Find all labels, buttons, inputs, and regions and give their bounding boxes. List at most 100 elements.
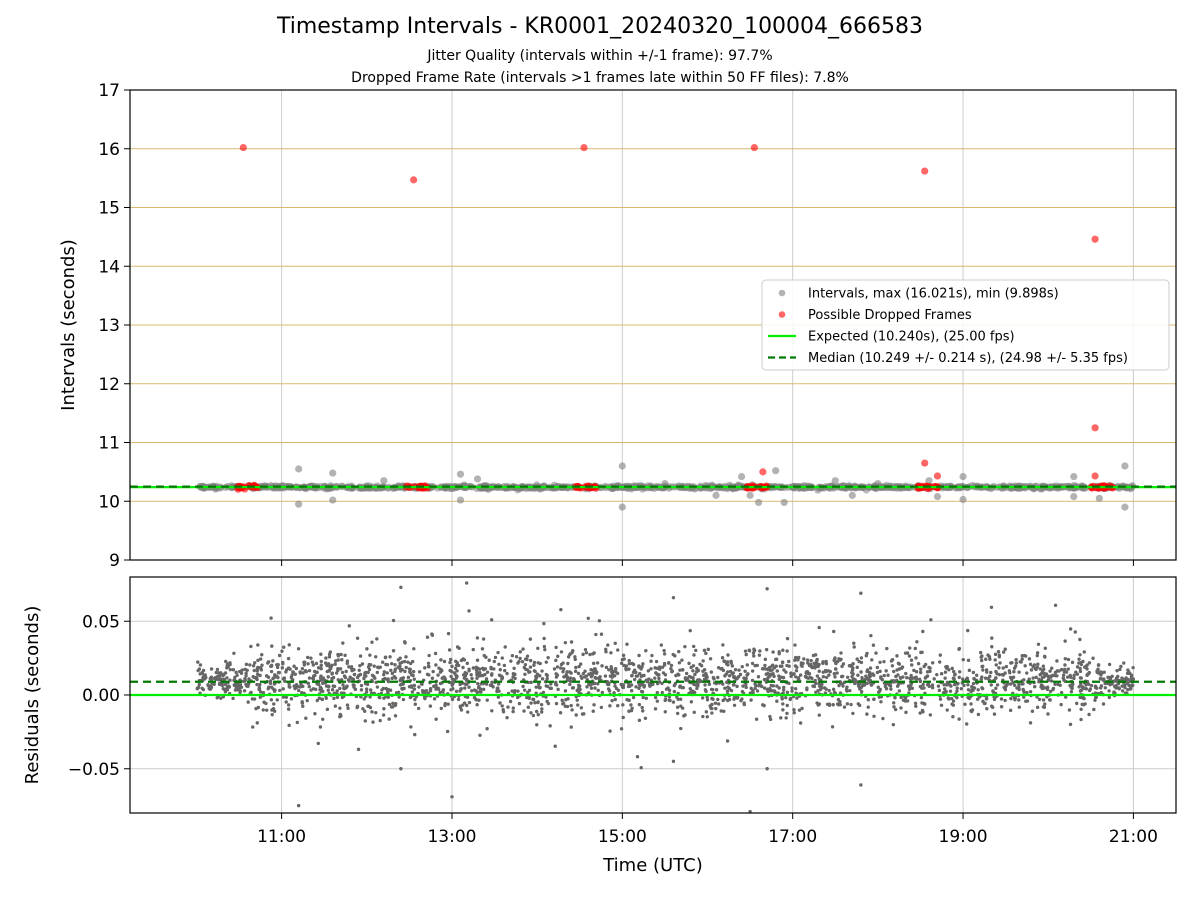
residual-point: [579, 662, 583, 666]
residual-point: [260, 663, 264, 667]
residual-point: [477, 684, 481, 689]
residual-point: [428, 704, 433, 708]
residual-point: [1098, 686, 1103, 690]
residual-point: [286, 707, 291, 711]
residual-point: [334, 659, 338, 663]
residual-point: [778, 675, 783, 679]
residual-point: [485, 727, 489, 731]
residual-point: [545, 684, 550, 689]
residual-point: [514, 655, 519, 659]
residual-point: [510, 653, 515, 658]
residual-point: [300, 700, 304, 704]
residual-point: [1037, 677, 1041, 682]
dropped-frame-point: [580, 143, 588, 152]
residual-point: [833, 657, 837, 661]
residual-point: [197, 682, 201, 687]
residual-point: [817, 625, 821, 630]
residual-point: [269, 698, 274, 702]
residual-point: [232, 683, 236, 687]
residual-point: [823, 691, 828, 695]
residual-point: [1078, 666, 1082, 671]
residual-point: [708, 657, 713, 661]
residual-point: [742, 676, 746, 680]
residual-point: [597, 619, 602, 623]
residual-point: [793, 655, 798, 660]
residual-point: [1115, 668, 1119, 673]
residual-point: [262, 700, 266, 704]
residual-point: [235, 673, 239, 677]
residual-point: [284, 700, 288, 704]
residual-point: [675, 705, 680, 709]
residual-point: [747, 648, 751, 652]
residual-point: [757, 653, 762, 657]
residual-point: [272, 682, 277, 686]
residual-point: [705, 715, 710, 719]
residual-point: [266, 660, 271, 664]
residual-point: [1022, 695, 1026, 699]
residual-point: [629, 703, 633, 707]
residual-point: [374, 655, 378, 659]
residual-point: [691, 669, 695, 673]
residual-point: [919, 695, 924, 700]
residual-point: [876, 685, 880, 689]
residual-point: [925, 683, 930, 687]
residual-point: [641, 695, 645, 700]
residual-point: [301, 704, 305, 709]
residual-point: [247, 677, 251, 681]
top-y-tick-label: 13: [98, 316, 120, 336]
residual-point: [733, 675, 737, 679]
residual-point: [729, 688, 734, 693]
residual-point: [286, 703, 291, 707]
residual-point: [679, 726, 683, 731]
residual-point: [474, 698, 479, 702]
residual-point: [639, 689, 644, 694]
residual-point: [549, 686, 554, 691]
residual-point: [242, 689, 247, 693]
residual-point: [616, 704, 620, 708]
residual-point: [957, 717, 961, 721]
residual-point: [827, 688, 831, 693]
residual-point: [899, 706, 903, 710]
residual-point: [434, 687, 438, 691]
residual-point: [573, 657, 577, 662]
residual-point: [326, 684, 331, 688]
residual-point: [1005, 682, 1010, 687]
residual-point: [886, 681, 890, 686]
residual-point: [259, 666, 263, 670]
residual-point: [450, 677, 455, 681]
residual-point: [957, 670, 962, 674]
residual-point: [416, 706, 421, 711]
residual-point: [448, 657, 453, 662]
residual-point: [1099, 673, 1103, 677]
residual-point: [490, 680, 494, 685]
residual-point: [234, 670, 238, 675]
residual-point: [465, 695, 470, 699]
interval-point: [874, 480, 882, 488]
residual-point: [671, 595, 676, 600]
residual-point: [865, 712, 869, 716]
residual-point: [644, 696, 649, 701]
residual-point: [710, 702, 714, 707]
residual-point: [835, 702, 840, 706]
residual-point: [738, 672, 743, 677]
residual-point: [1063, 657, 1068, 661]
residual-point: [785, 636, 790, 641]
residual-point: [569, 725, 573, 729]
residual-point: [592, 651, 596, 655]
residual-point: [607, 668, 611, 672]
residual-point: [1017, 682, 1021, 687]
residual-point: [1061, 676, 1065, 680]
residual-point: [920, 650, 924, 654]
residual-point: [905, 651, 910, 655]
residual-point: [655, 691, 659, 695]
residual-point: [842, 705, 847, 709]
residual-point: [575, 698, 579, 702]
residual-point: [271, 659, 275, 663]
residual-point: [937, 660, 942, 664]
residual-point: [471, 647, 475, 652]
residual-point: [1033, 685, 1037, 689]
residual-point: [804, 675, 809, 680]
residual-point: [723, 686, 727, 690]
residual-point: [338, 686, 342, 691]
residual-point: [817, 669, 821, 673]
